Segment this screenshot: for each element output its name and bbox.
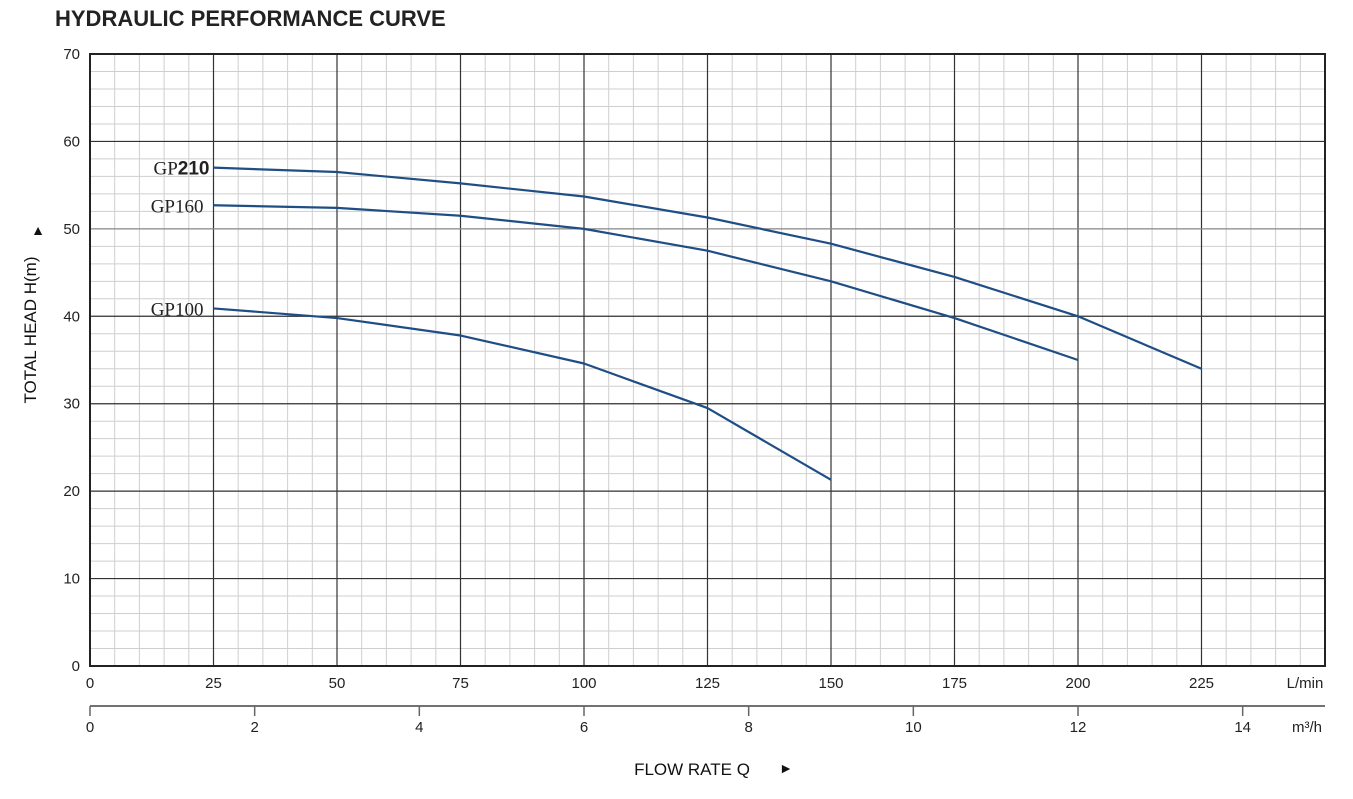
y-axis-label: TOTAL HEAD H(m) (21, 256, 40, 403)
y-tick-label: 40 (63, 308, 80, 325)
x-tick-label: 175 (942, 675, 967, 692)
plot-frame (89, 53, 1326, 667)
curve-gp160 (213, 204, 1079, 362)
x-unit-label: L/min (1287, 675, 1324, 692)
x2-tick-label: 10 (905, 719, 922, 736)
curve-gp100 (213, 307, 832, 481)
x2-tick-label: 0 (86, 719, 94, 736)
y-tick-label: 20 (63, 483, 80, 500)
x-tick-label: 200 (1065, 675, 1090, 692)
curves (213, 166, 1202, 481)
y-tick-label: 50 (63, 221, 80, 238)
x-tick-label: 100 (571, 675, 596, 692)
x-tick-label: 150 (818, 675, 843, 692)
series-label-suffix: 210 (178, 159, 210, 180)
x-tick-label: 75 (452, 675, 469, 692)
y-tick-label: 0 (72, 658, 80, 675)
y-tick-label: 60 (63, 133, 80, 150)
x-tick-label: 50 (329, 675, 346, 692)
chart-title: HYDRAULIC PERFORMANCE CURVE (55, 6, 446, 31)
x-axis-arrow-icon: ► (779, 760, 793, 776)
y-tick-label: 10 (63, 571, 80, 588)
tick-labels: 0 25 50 75 100 125 150 175 200 225010203040506070… (63, 46, 1251, 736)
x2-tick-label: 8 (744, 719, 752, 736)
x-tick-label: 225 (1189, 675, 1214, 692)
series-label-prefix: GP (154, 159, 178, 180)
series-label-gp210: GP210 (154, 159, 210, 180)
x-tick-label: 125 (695, 675, 720, 692)
x2-tick-label: 14 (1234, 719, 1251, 736)
x-tick-label: 25 (205, 675, 222, 692)
series-label-gp160: GP160 (151, 196, 204, 217)
x2-unit-label: m³/h (1292, 719, 1322, 736)
x2-tick-label: 6 (580, 719, 588, 736)
y-tick-label: 70 (63, 46, 80, 63)
x2-tick-label: 2 (250, 719, 258, 736)
x2-tick-label: 12 (1070, 719, 1087, 736)
x-axis-label: FLOW RATE Q (634, 760, 750, 779)
y-axis-arrow-icon: ▲ (31, 222, 45, 238)
grid (89, 53, 1326, 716)
x2-tick-label: 4 (415, 719, 423, 736)
x-tick-label: 0 (86, 675, 94, 692)
series-label-gp100: GP100 (151, 299, 204, 320)
y-tick-label: 30 (63, 396, 80, 413)
